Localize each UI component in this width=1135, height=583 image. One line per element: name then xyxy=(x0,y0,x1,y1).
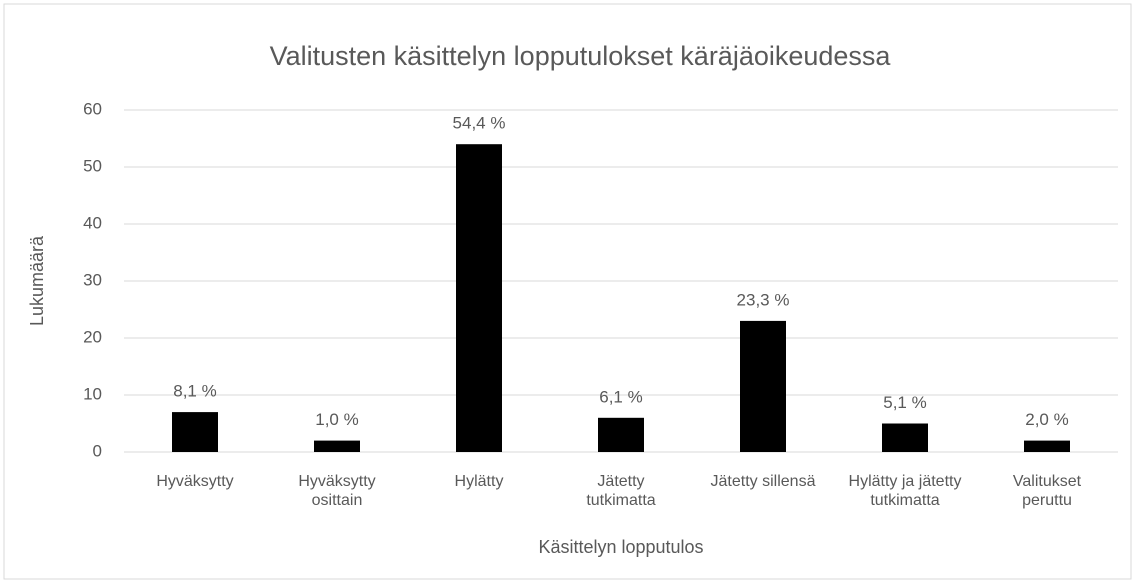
bar xyxy=(1024,440,1070,452)
bar xyxy=(172,412,218,452)
x-tick-label: Valitukset peruttu xyxy=(1012,473,1082,509)
y-tick-label: 30 xyxy=(83,270,102,289)
bar xyxy=(456,144,502,452)
data-label: 6,1 % xyxy=(599,387,642,406)
x-axis-label: Käsittelyn lopputulos xyxy=(538,537,703,557)
y-axis-label: Lukumäärä xyxy=(27,235,47,326)
x-tick-label: Hyväksytty xyxy=(156,473,234,490)
bar xyxy=(882,423,928,452)
chart-title: Valitusten käsittelyn lopputulokset kärä… xyxy=(270,41,892,71)
y-tick-label: 50 xyxy=(83,156,102,175)
chart-border xyxy=(3,3,1132,580)
y-tick-label: 10 xyxy=(83,384,102,403)
bar xyxy=(598,417,644,452)
data-label: 1,0 % xyxy=(315,410,358,429)
y-tick-label: 0 xyxy=(93,441,102,460)
data-label: 2,0 % xyxy=(1025,410,1068,429)
y-tick-label: 60 xyxy=(83,99,102,118)
x-tick-label: Hylätty ja jätetty tutkimatta xyxy=(848,473,962,509)
data-label: 5,1 % xyxy=(883,393,926,412)
x-tick-label: Jätetty sillensä xyxy=(710,473,816,490)
x-tick-label: Hyväksytty osittain xyxy=(298,473,376,509)
y-tick-label: 20 xyxy=(83,327,102,346)
x-tick-label: Jätetty tutkimatta xyxy=(586,473,656,509)
x-tick-label: Hylätty xyxy=(454,473,504,490)
y-tick-label: 40 xyxy=(83,213,102,232)
data-label: 23,3 % xyxy=(737,290,790,309)
bar xyxy=(740,320,786,452)
data-label: 54,4 % xyxy=(453,114,506,133)
bar xyxy=(314,440,360,452)
data-label: 8,1 % xyxy=(173,382,216,401)
